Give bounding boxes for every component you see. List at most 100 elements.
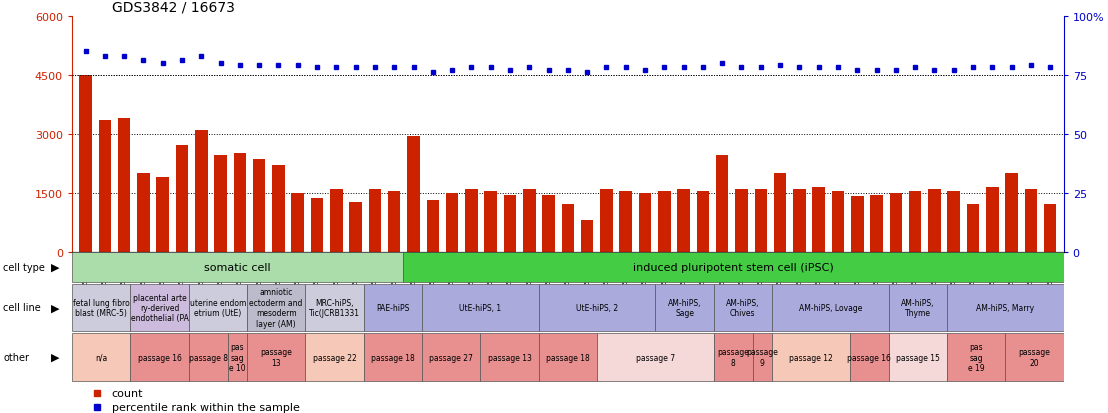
Text: AM-hiPS, Lovage: AM-hiPS, Lovage bbox=[799, 303, 862, 312]
Bar bbox=[851, 197, 863, 252]
Bar bbox=[247, 333, 306, 381]
Text: passage 16: passage 16 bbox=[137, 353, 182, 362]
Bar bbox=[402, 252, 1064, 282]
Bar bbox=[890, 193, 902, 252]
Bar bbox=[369, 189, 381, 252]
Bar bbox=[772, 333, 850, 381]
Text: AM-hiPS,
Thyme: AM-hiPS, Thyme bbox=[901, 298, 934, 317]
Text: passage
8: passage 8 bbox=[717, 348, 749, 367]
Bar bbox=[597, 333, 714, 381]
Text: percentile rank within the sample: percentile rank within the sample bbox=[112, 402, 299, 412]
Bar bbox=[363, 284, 422, 332]
Bar bbox=[214, 156, 227, 252]
Text: UtE-hiPS, 1: UtE-hiPS, 1 bbox=[460, 303, 502, 312]
Text: passage 13: passage 13 bbox=[488, 353, 532, 362]
Bar bbox=[947, 333, 1005, 381]
Bar bbox=[850, 333, 889, 381]
Bar bbox=[714, 333, 752, 381]
Text: passage 16: passage 16 bbox=[848, 353, 891, 362]
Text: AM-hiPS, Marry: AM-hiPS, Marry bbox=[976, 303, 1035, 312]
Bar bbox=[176, 146, 188, 252]
Bar bbox=[388, 191, 400, 252]
Text: passage 7: passage 7 bbox=[636, 353, 675, 362]
Bar bbox=[523, 189, 535, 252]
Bar bbox=[716, 156, 728, 252]
Bar bbox=[422, 284, 538, 332]
Bar bbox=[947, 191, 960, 252]
Bar bbox=[986, 187, 998, 252]
Bar bbox=[538, 284, 655, 332]
Bar bbox=[736, 189, 748, 252]
Bar bbox=[306, 333, 363, 381]
Bar bbox=[542, 195, 555, 252]
Text: passage 8: passage 8 bbox=[188, 353, 227, 362]
Bar bbox=[655, 284, 714, 332]
Bar bbox=[677, 189, 690, 252]
Bar bbox=[1005, 333, 1064, 381]
Bar bbox=[227, 333, 247, 381]
Bar bbox=[363, 333, 422, 381]
Text: passage 18: passage 18 bbox=[546, 353, 589, 362]
Text: AM-hiPS,
Sage: AM-hiPS, Sage bbox=[668, 298, 701, 317]
Bar bbox=[947, 284, 1064, 332]
Bar bbox=[99, 121, 111, 252]
Text: passage
13: passage 13 bbox=[260, 348, 293, 367]
Text: ▶: ▶ bbox=[51, 262, 60, 273]
Bar bbox=[422, 333, 481, 381]
Bar bbox=[445, 193, 459, 252]
Text: uterine endom
etrium (UtE): uterine endom etrium (UtE) bbox=[189, 298, 246, 317]
Bar bbox=[117, 119, 131, 252]
Text: UtE-hiPS, 2: UtE-hiPS, 2 bbox=[576, 303, 618, 312]
Bar bbox=[310, 199, 324, 252]
Bar bbox=[889, 333, 947, 381]
Bar bbox=[481, 333, 538, 381]
Bar bbox=[349, 203, 362, 252]
Bar bbox=[601, 189, 613, 252]
Bar bbox=[773, 173, 787, 252]
Text: PAE-hiPS: PAE-hiPS bbox=[376, 303, 410, 312]
Bar bbox=[465, 189, 478, 252]
Bar bbox=[504, 195, 516, 252]
Text: count: count bbox=[112, 388, 143, 398]
Text: pas
sag
e 19: pas sag e 19 bbox=[968, 342, 985, 372]
Text: passage
9: passage 9 bbox=[747, 348, 778, 367]
Text: cell line: cell line bbox=[3, 303, 41, 313]
Bar bbox=[427, 201, 439, 252]
Bar bbox=[812, 187, 825, 252]
Text: passage 27: passage 27 bbox=[429, 353, 473, 362]
Bar bbox=[772, 284, 889, 332]
Bar bbox=[538, 333, 597, 381]
Bar bbox=[889, 284, 947, 332]
Bar bbox=[80, 75, 92, 252]
Bar bbox=[562, 205, 574, 252]
Bar bbox=[291, 193, 304, 252]
Text: induced pluripotent stem cell (iPSC): induced pluripotent stem cell (iPSC) bbox=[633, 262, 833, 273]
Bar bbox=[581, 221, 594, 252]
Text: GDS3842 / 16673: GDS3842 / 16673 bbox=[112, 0, 235, 14]
Text: placental arte
ry-derived
endothelial (PA: placental arte ry-derived endothelial (P… bbox=[131, 293, 188, 323]
Bar bbox=[306, 284, 363, 332]
Bar bbox=[755, 189, 767, 252]
Bar bbox=[658, 191, 670, 252]
Bar bbox=[188, 333, 227, 381]
Text: passage 12: passage 12 bbox=[789, 353, 833, 362]
Bar bbox=[273, 166, 285, 252]
Text: passage 15: passage 15 bbox=[896, 353, 940, 362]
Bar bbox=[793, 189, 806, 252]
Bar bbox=[1005, 173, 1018, 252]
Bar bbox=[188, 284, 247, 332]
Text: passage 18: passage 18 bbox=[371, 353, 414, 362]
Text: AM-hiPS,
Chives: AM-hiPS, Chives bbox=[726, 298, 760, 317]
Bar bbox=[330, 189, 342, 252]
Bar bbox=[832, 191, 844, 252]
Bar bbox=[638, 193, 652, 252]
Bar bbox=[408, 136, 420, 252]
Bar bbox=[619, 191, 632, 252]
Text: n/a: n/a bbox=[95, 353, 107, 362]
Bar bbox=[234, 154, 246, 252]
Bar bbox=[131, 333, 188, 381]
Bar bbox=[697, 191, 709, 252]
Text: passage 22: passage 22 bbox=[312, 353, 357, 362]
Text: passage
20: passage 20 bbox=[1018, 348, 1050, 367]
Text: ▶: ▶ bbox=[51, 352, 60, 362]
